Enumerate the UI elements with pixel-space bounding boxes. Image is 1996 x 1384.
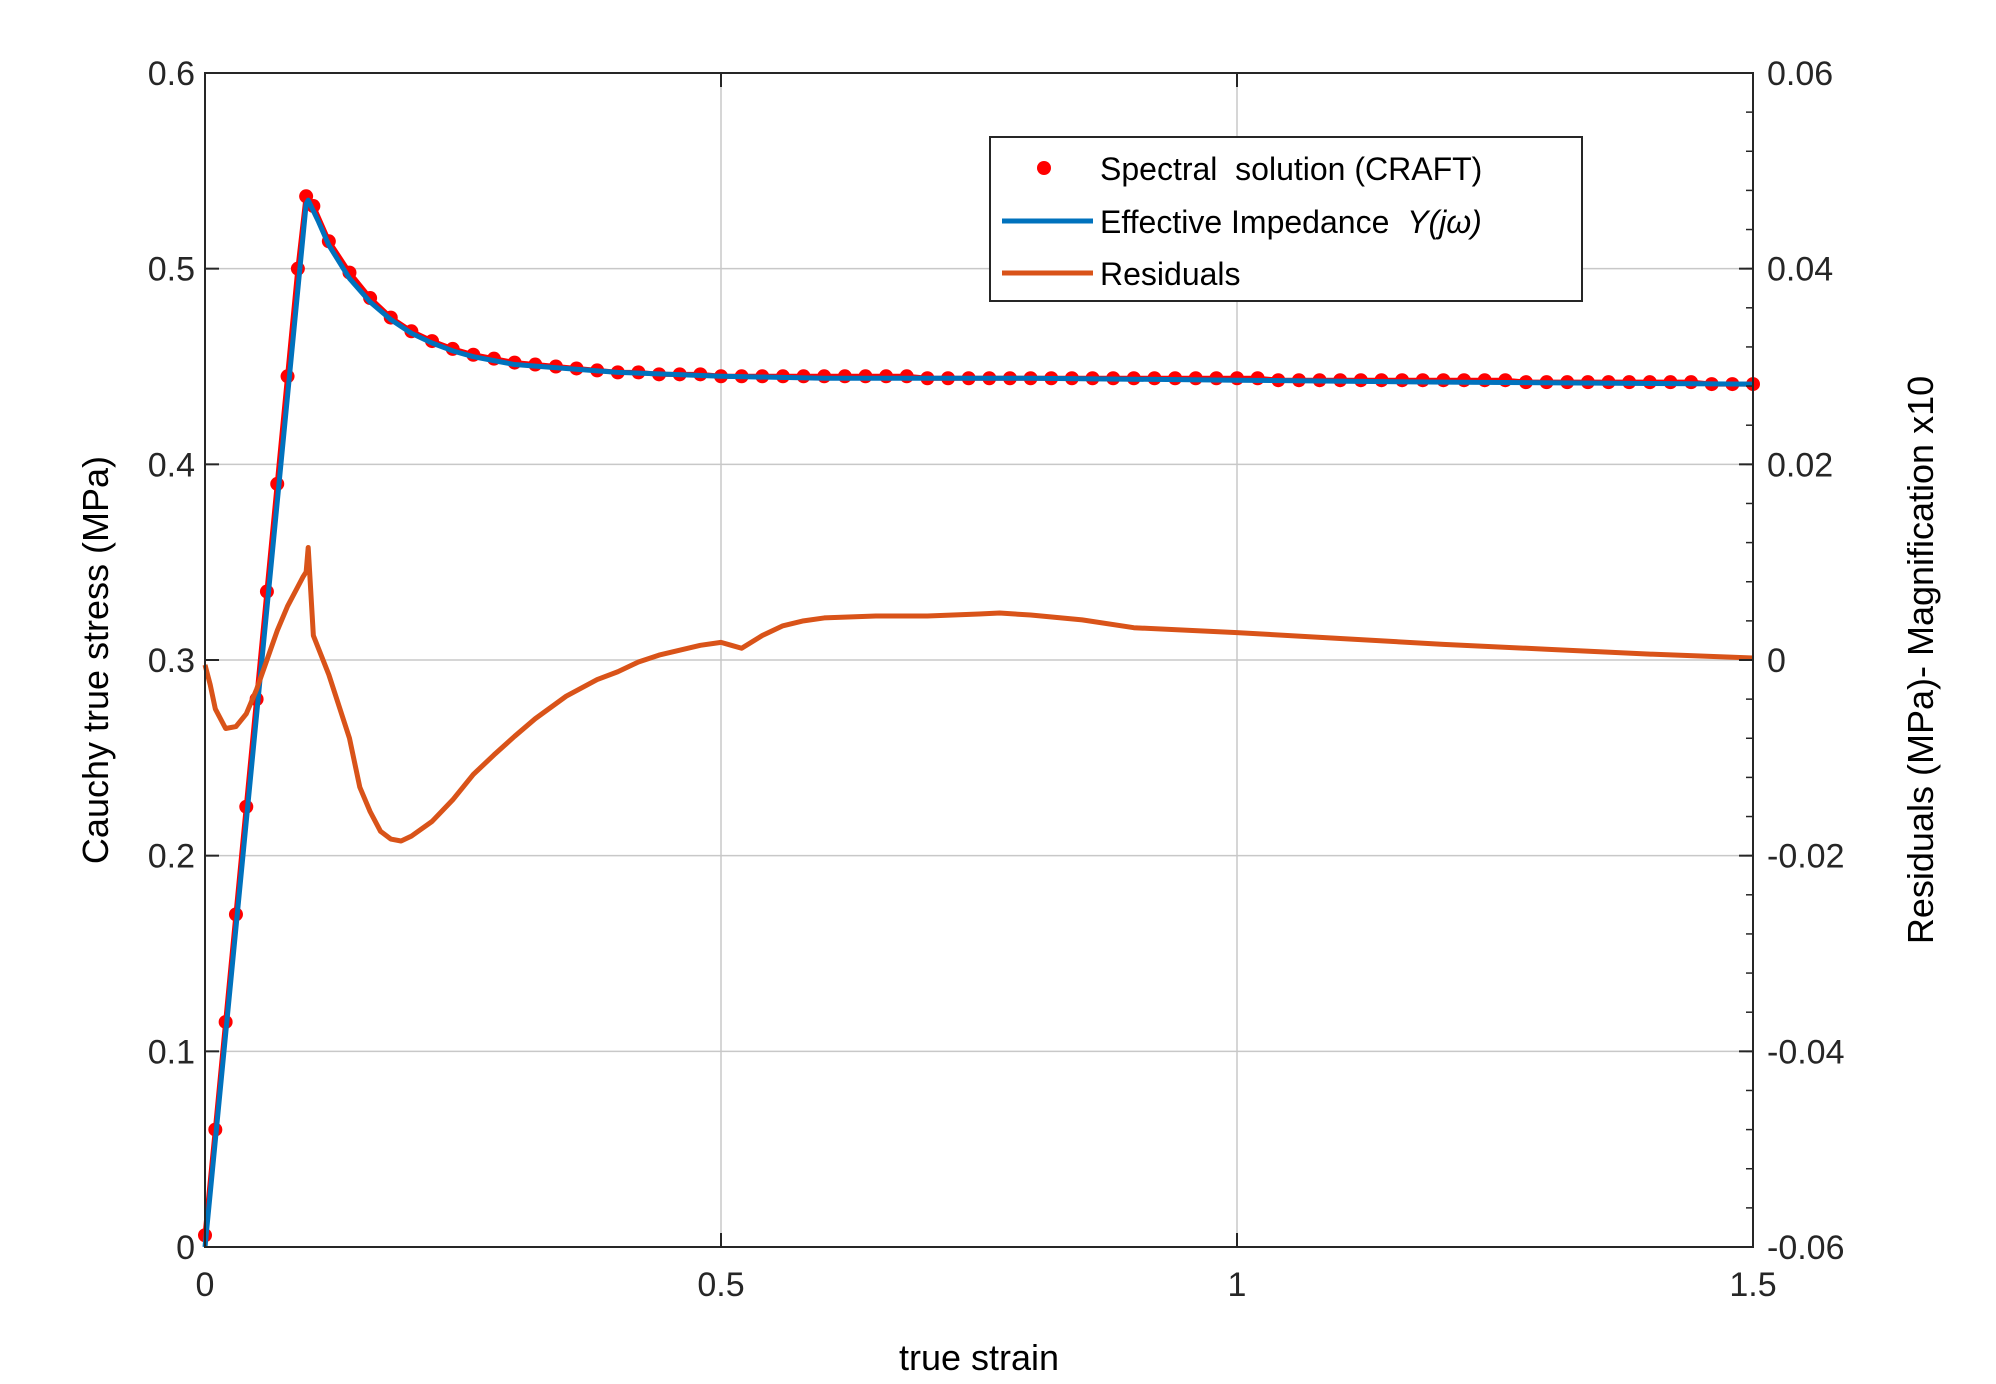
series-layer	[198, 189, 1760, 1248]
legend: Spectral solution (CRAFT) Effective Impe…	[989, 136, 1583, 302]
x-tick-label: 0.5	[697, 1266, 744, 1304]
legend-label-impedance-text: Effective Impedance	[1100, 204, 1407, 240]
y-tick-label: 0.6	[148, 55, 195, 93]
legend-label-impedance: Effective Impedance Y(jω)	[1100, 204, 1482, 240]
y-tick-label: 0.4	[148, 446, 195, 484]
y-right-tick-label: 0.06	[1767, 55, 1833, 93]
x-tick-label: 1.5	[1729, 1266, 1776, 1304]
y-right-tick-label: -0.04	[1767, 1033, 1845, 1071]
legend-label-residuals: Residuals	[1100, 256, 1241, 292]
y-right-tick-label: -0.06	[1767, 1229, 1845, 1267]
y-tick-label: 0.3	[148, 642, 195, 680]
y-right-tick-label: 0	[1767, 642, 1786, 680]
y-tick-label: 0	[176, 1229, 195, 1267]
x-axis-title: true strain	[899, 1337, 1059, 1378]
y-right-tick-label: 0.02	[1767, 446, 1833, 484]
y-axis-title: Cauchy true stress (MPa)	[75, 456, 116, 864]
legend-label-impedance-symbol: Y(jω)	[1407, 204, 1482, 240]
y-tick-label: 0.2	[148, 838, 195, 876]
x-tick-label: 0	[196, 1266, 215, 1304]
legend-label-spectral: Spectral solution (CRAFT)	[1100, 151, 1482, 187]
y-right-tick-label: 0.04	[1767, 251, 1833, 289]
series-residuals-line	[202, 544, 1754, 844]
y-tick-label: 0.5	[148, 251, 195, 289]
y-tick-label: 0.1	[148, 1033, 195, 1071]
tick-labels: 0 0.5 1 1.5 0 0.1 0.2 0.3 0.4 0.5 0.6 -0.06 -0.04 -0.…	[148, 55, 1845, 1304]
y-axis-right-title: Residuals (MPa)- Magnification x10	[1900, 376, 1941, 944]
tick-marks	[204, 72, 1754, 1248]
series-impedance-line	[202, 197, 1754, 1248]
legend-marker-spectral	[1037, 161, 1051, 175]
x-tick-label: 1	[1228, 1266, 1247, 1304]
y-right-tick-label: -0.02	[1767, 838, 1845, 876]
